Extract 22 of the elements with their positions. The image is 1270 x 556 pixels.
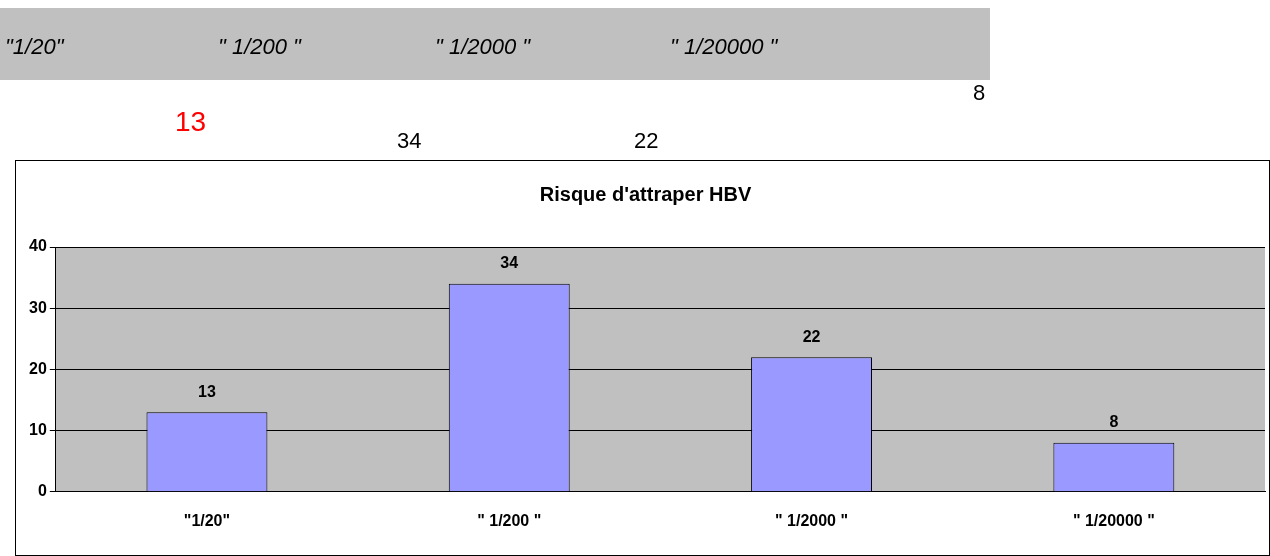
data-label: 34 <box>500 254 519 272</box>
text: 22 <box>634 128 659 154</box>
text: 8 <box>973 80 986 106</box>
y-tick-label: 10 <box>29 421 47 439</box>
data-label: 8 <box>1109 413 1119 431</box>
text: " 1/200 " <box>218 34 301 60</box>
x-tick-label: "1/20" <box>183 511 231 529</box>
text: " 1/2000 " <box>435 34 531 60</box>
y-tick-label: 30 <box>29 298 47 316</box>
text: 34 <box>397 128 422 154</box>
text: " 1/20000 " <box>670 34 778 60</box>
chart-title: Risque d'attraper HBV <box>539 182 752 205</box>
y-tick-label: 0 <box>37 482 47 500</box>
text: "1/20" <box>5 34 64 60</box>
y-tick-label: 20 <box>29 359 47 377</box>
y-tick-label: 40 <box>29 237 47 255</box>
data-label: 22 <box>802 327 821 345</box>
x-tick-label: " 1/20000 " <box>1072 511 1155 529</box>
x-tick-label: " 1/2000 " <box>775 511 849 529</box>
x-tick-label: " 1/200 " <box>477 511 542 529</box>
data-label: 13 <box>198 382 216 400</box>
text: 13 <box>175 106 207 138</box>
